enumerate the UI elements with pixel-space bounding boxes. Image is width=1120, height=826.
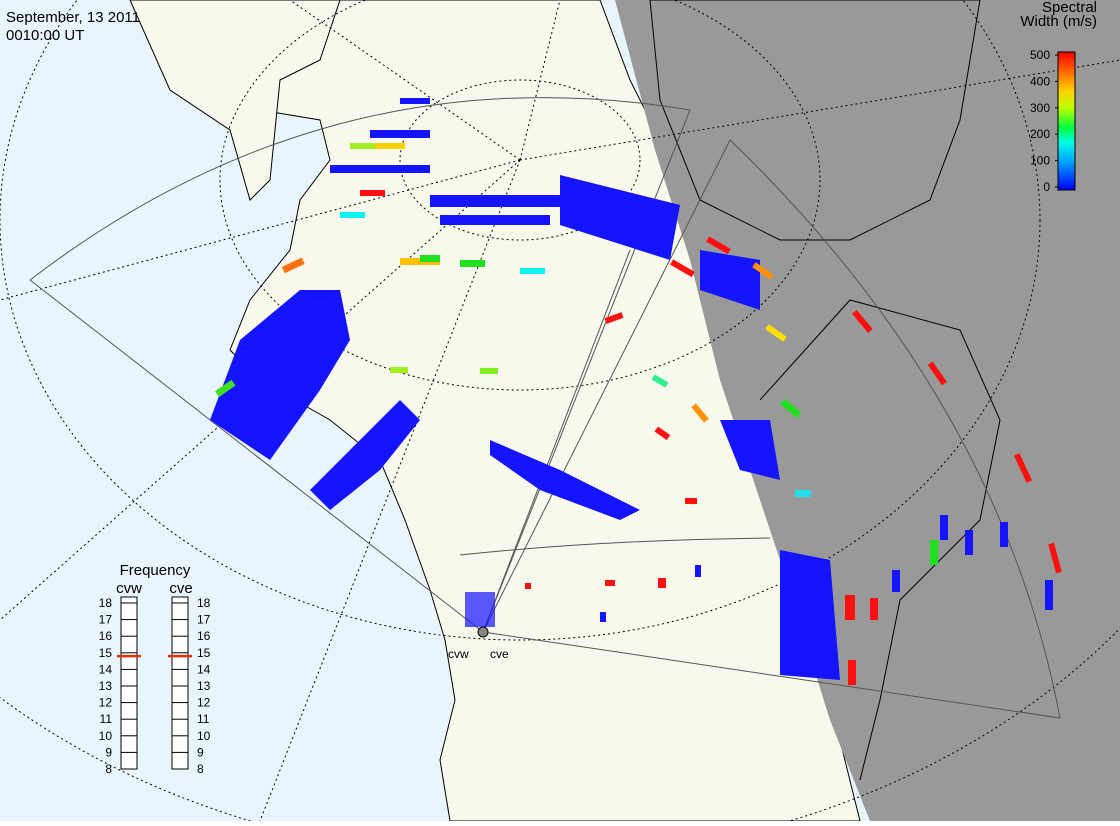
greenland (129, 0, 341, 201)
frequency-label: 17 (197, 613, 211, 627)
frequency-label: 9 (197, 745, 204, 759)
radar-site (477, 626, 489, 638)
colorbar-tick-label: 0 (1043, 180, 1050, 194)
frequency-label: 16 (99, 629, 113, 643)
frequency-box (171, 596, 189, 770)
frequency-label: 18 (197, 596, 211, 610)
radar-cells (210, 98, 1062, 685)
radar-name: cve (169, 580, 192, 597)
frequency-box (120, 596, 138, 770)
night-shade (615, 0, 1120, 821)
radar-name: cvw (116, 580, 142, 597)
frequency-label: 10 (99, 729, 113, 743)
colorbar (1057, 51, 1076, 191)
frequency-label: 18 (99, 596, 113, 610)
colorbar-title: Spectral (1042, 0, 1097, 16)
frequency-label: 17 (99, 613, 113, 627)
site-label: cve (490, 647, 509, 661)
colorbar-tick-label: 100 (1030, 154, 1050, 168)
frequency-label: 8 (105, 762, 112, 776)
date: September, 13 2011 (6, 9, 140, 26)
coast-east (759, 299, 1001, 781)
frequency-title: Frequency (120, 562, 191, 579)
frequency-label: 12 (197, 696, 211, 710)
frequency-label: 14 (197, 662, 211, 676)
frequency-label: 15 (197, 646, 211, 660)
colorbar-tick-label: 400 (1030, 74, 1050, 88)
frequency-label: 14 (99, 662, 113, 676)
frequency-label: 11 (197, 712, 210, 726)
frequency-label: 16 (197, 629, 211, 643)
fields-of-view (29, 97, 1061, 719)
colorbar-tick-label: 200 (1030, 127, 1050, 141)
colorbar-tick-label: 500 (1030, 48, 1050, 62)
frequency-label: 11 (100, 712, 113, 726)
frequency-label: 15 (99, 646, 113, 660)
coast-night (649, 0, 981, 241)
frequency-label: 9 (105, 745, 112, 759)
colorbar-title: Width (m/s) (1020, 13, 1097, 30)
frequency-label: 8 (197, 762, 204, 776)
time: 0010:00 UT (6, 27, 84, 44)
frequency-label: 12 (99, 696, 113, 710)
colorbar-tick-label: 300 (1030, 101, 1050, 115)
frequency-label: 13 (197, 679, 211, 693)
frequency-label: 10 (197, 729, 211, 743)
site-label: cvw (448, 647, 469, 661)
frequency-label: 13 (99, 679, 113, 693)
